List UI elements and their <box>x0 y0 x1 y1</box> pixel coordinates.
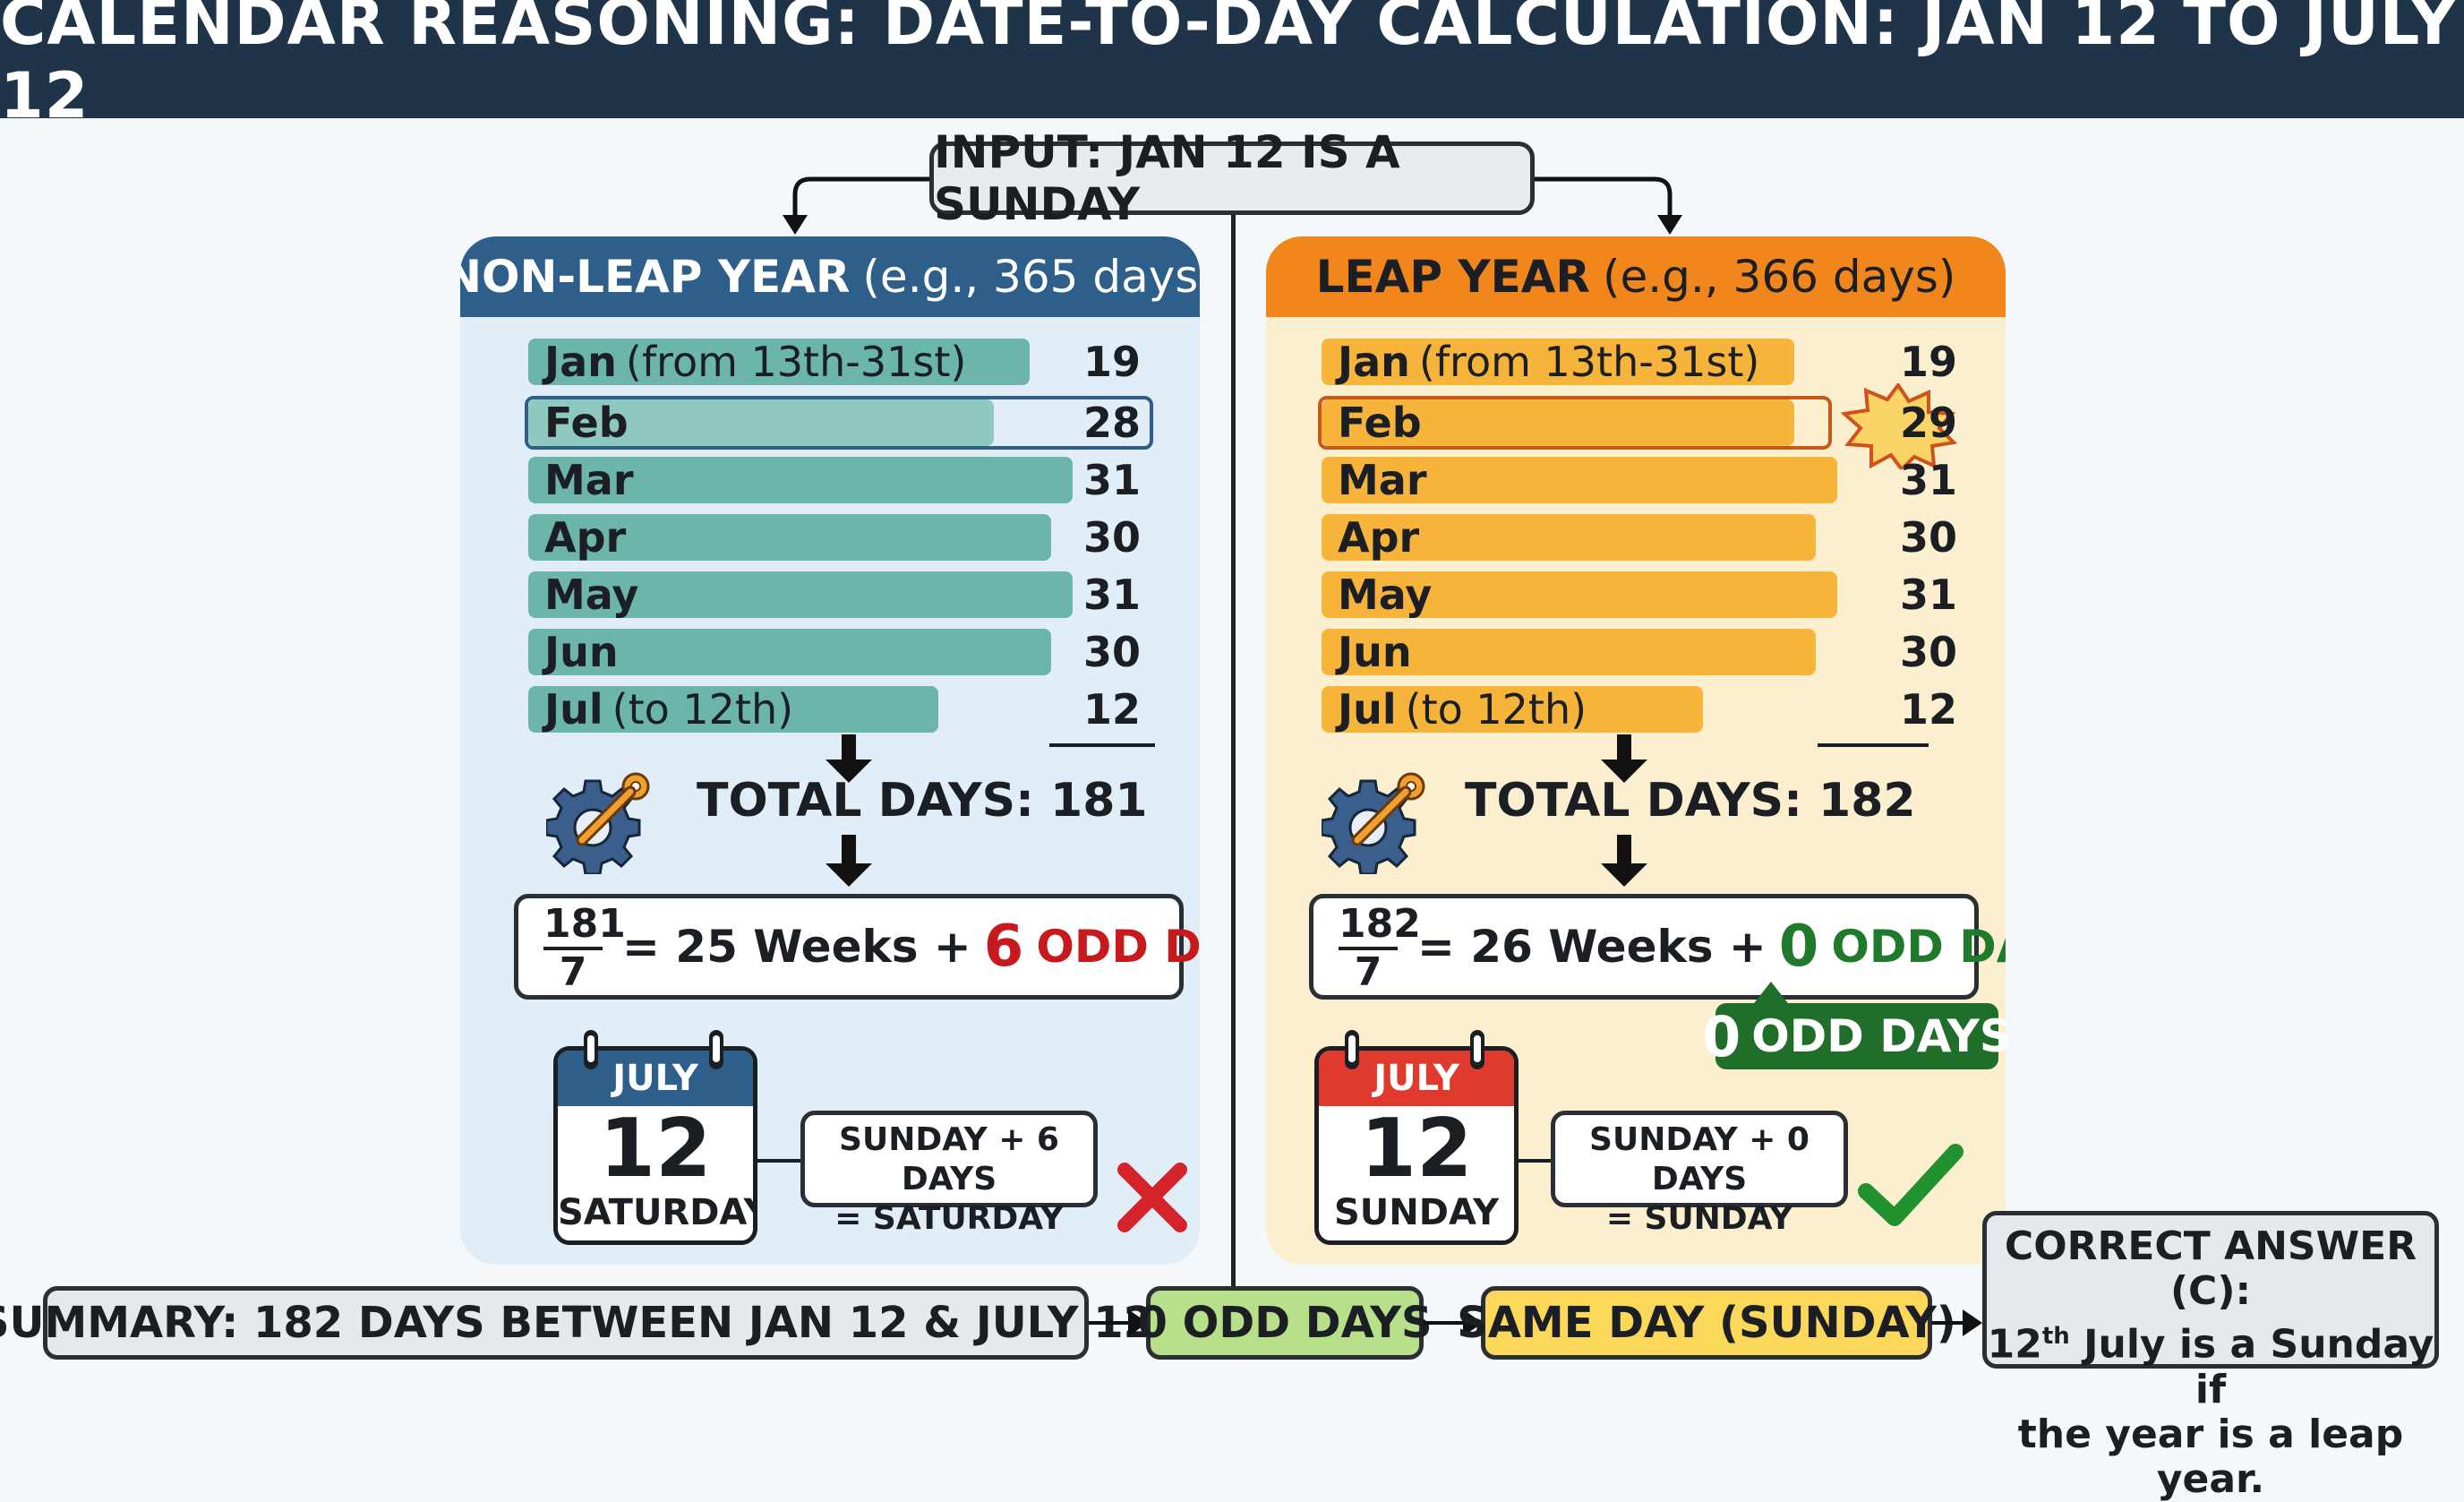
non-leap-year-heading: NON-LEAP YEAR (e.g., 365 days) <box>460 236 1200 317</box>
total-days-label: TOTAL DAYS: 182 <box>1465 774 1916 828</box>
month-bar: Mar <box>1322 456 1837 504</box>
month-row-jul: Jul (to 12th) 12 <box>460 685 1200 736</box>
calendar-icon-july-12-saturday: JULY 12 SATURDAY <box>553 1046 757 1245</box>
answer-line: 12th July is a Sunday if <box>1987 1321 2434 1412</box>
page-title: CALENDAR REASONING: DATE-TO-DAY CALCULAT… <box>0 0 2464 133</box>
month-row-may: May 31 <box>1266 571 2006 622</box>
calendar-weekday: SATURDAY <box>558 1192 757 1233</box>
leap-year-panel: LEAP YEAR (e.g., 366 days) Jan (from 13th… <box>1266 236 2006 1265</box>
month-days: 31 <box>1899 456 1957 504</box>
month-row-feb: Feb 29 <box>1266 383 2006 469</box>
correct-answer-box: CORRECT ANSWER (C): 12th July is a Sunda… <box>1982 1211 2439 1501</box>
month-days: 30 <box>1082 628 1141 676</box>
month-days: 30 <box>1899 513 1957 562</box>
calendar-day: 12 <box>1360 1102 1473 1196</box>
badge-pointer <box>1751 982 1791 1007</box>
month-bar: Mar <box>528 456 1073 504</box>
month-row-jan: Jan (from 13th-31st) 19 <box>460 338 1200 389</box>
heading-note: (e.g., 366 days) <box>1602 251 1956 303</box>
weekday-note: SUNDAY + 6 DAYS = SATURDAY <box>800 1111 1098 1237</box>
zero-odd-days-badge: 0 ODD DAYS <box>1702 1003 2012 1069</box>
month-days: 19 <box>1899 338 1957 386</box>
month-days: 19 <box>1082 338 1141 386</box>
month-days: 12 <box>1899 685 1957 734</box>
month-bar: Jan (from 13th-31st) <box>528 338 1030 386</box>
heading-strong: NON-LEAP YEAR <box>460 251 851 303</box>
month-row-may: May 31 <box>460 571 1200 622</box>
month-bar: Apr <box>1322 513 1816 562</box>
answer-line: the year is a leap year. <box>2017 1411 2404 1502</box>
month-bar: May <box>528 571 1073 619</box>
month-row-jul: Jul (to 12th) 12 <box>1266 685 2006 736</box>
month-days: 12 <box>1082 685 1141 734</box>
non-leap-year-panel: NON-LEAP YEAR (e.g., 365 days) Jan (from … <box>460 236 1200 1265</box>
month-bar: Apr <box>528 513 1051 562</box>
arrow-right <box>1089 1309 1148 1336</box>
same-day-box: SAME DAY (SUNDAY) <box>1457 1286 1956 1360</box>
feb-highlight-outline <box>1318 396 1832 450</box>
month-bar: Jun <box>528 628 1051 676</box>
arrow-right <box>1932 1309 1982 1336</box>
month-days: 30 <box>1899 628 1957 676</box>
check-icon <box>1858 1144 1964 1226</box>
month-bar: Jun <box>1322 628 1816 676</box>
month-row-apr: Apr 30 <box>460 513 1200 564</box>
sum-line <box>1818 743 1929 747</box>
starburst-highlight-icon <box>1840 383 1957 469</box>
month-days: 30 <box>1082 513 1141 562</box>
month-days: 31 <box>1082 571 1141 619</box>
feb-highlight-outline <box>525 396 1153 450</box>
connector-line <box>1519 1159 1579 1163</box>
month-days: 29 <box>1899 399 1957 447</box>
arrow-right <box>1424 1309 1483 1336</box>
calendar-icon-july-12-sunday: JULY 12 SUNDAY <box>1314 1046 1519 1245</box>
month-row-mar: Mar 31 <box>460 456 1200 507</box>
division-result: = 26 Weeks + 0 ODD DAYS <box>1417 914 2006 980</box>
sum-line <box>1049 743 1155 747</box>
gear-wrench-icon <box>546 772 650 874</box>
total-days-label: TOTAL DAYS: 181 <box>697 774 1148 828</box>
month-row-feb: Feb 28 <box>460 396 1200 450</box>
heading-note: (e.g., 365 days) <box>862 251 1200 303</box>
gear-wrench-icon <box>1322 772 1425 874</box>
heading-strong: LEAP YEAR <box>1315 251 1590 303</box>
odd-days-count: 6 <box>983 914 1024 980</box>
month-bar: Jan (from 13th-31st) <box>1322 338 1794 386</box>
cross-icon <box>1117 1163 1187 1232</box>
month-days: 28 <box>1082 399 1141 447</box>
month-bar: Feb <box>528 399 994 447</box>
month-row-jun: Jun 30 <box>1266 628 2006 679</box>
branch-arrows <box>783 176 1682 235</box>
connector-line <box>757 1159 818 1163</box>
summary-box: SUMMARY: 182 DAYS BETWEEN JAN 12 & JULY … <box>0 1286 1153 1360</box>
leap-year-heading: LEAP YEAR (e.g., 366 days) <box>1266 236 2006 317</box>
fraction: 181 7 <box>543 901 626 995</box>
fraction: 182 7 <box>1339 901 1421 995</box>
month-row-mar: Mar 31 <box>1266 456 2006 507</box>
center-divider <box>1231 215 1236 1290</box>
month-bar: Jul (to 12th) <box>528 685 938 734</box>
odd-days-count: 0 <box>1778 914 1819 980</box>
zero-odd-days-box: 0 ODD DAYS <box>1137 1286 1433 1360</box>
answer-title: CORRECT ANSWER (C): <box>2004 1223 2417 1314</box>
calendar-day: 12 <box>599 1102 712 1196</box>
month-bar: May <box>1322 571 1837 619</box>
month-row-apr: Apr 30 <box>1266 513 2006 564</box>
month-row-jan: Jan (from 13th-31st) 19 <box>1266 338 2006 389</box>
month-bar: Feb <box>1322 399 1794 447</box>
input-statement: INPUT: JAN 12 IS A SUNDAY <box>929 126 1535 230</box>
calendar-weekday: SUNDAY <box>1333 1192 1500 1233</box>
month-days: 31 <box>1899 571 1957 619</box>
division-result: = 25 Weeks + 6 ODD DAYS <box>622 914 1200 980</box>
month-days: 31 <box>1082 456 1141 504</box>
weekday-note: SUNDAY + 0 DAYS = SUNDAY <box>1551 1111 1848 1237</box>
month-row-jun: Jun 30 <box>460 628 1200 679</box>
month-bar: Jul (to 12th) <box>1322 685 1703 734</box>
